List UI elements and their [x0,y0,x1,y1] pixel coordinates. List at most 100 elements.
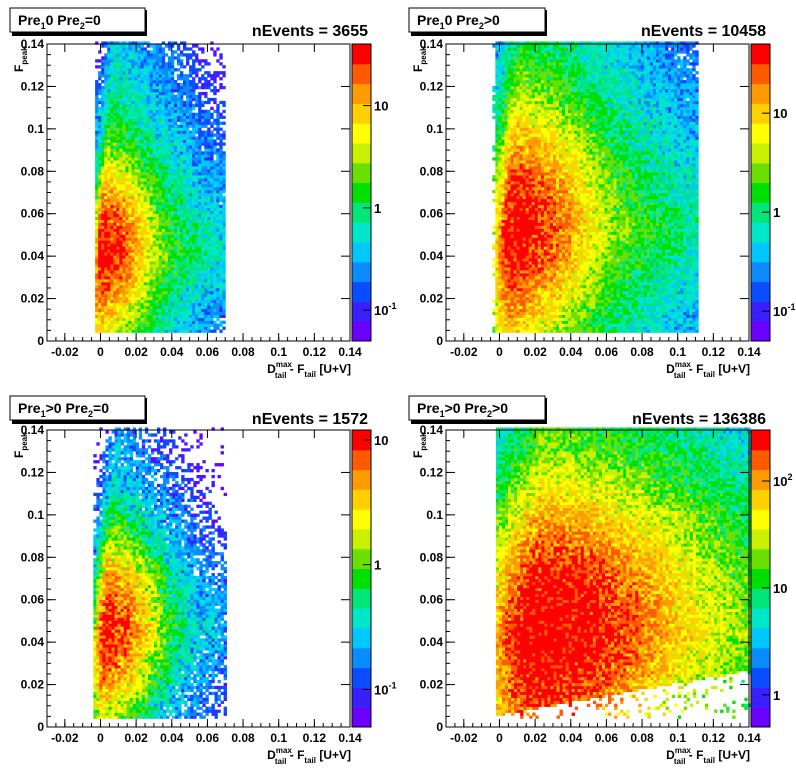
heatmap-cell [95,225,99,229]
heatmap-cell [140,83,144,87]
heatmap-cell [98,252,102,256]
heatmap-cell [128,142,132,146]
heatmap-cell [146,100,150,105]
heatmap-cell [176,106,181,111]
heatmap-cell [149,213,153,217]
heatmap-cell [125,299,129,304]
heatmap-cell [131,186,135,191]
heatmap-cell [110,305,114,310]
heatmap-cell [179,287,184,292]
heatmap-cell [146,136,150,140]
heatmap-cell [146,264,150,268]
heatmap-cell [507,314,511,318]
heatmap-cell [222,252,226,256]
heatmap-cell [155,279,160,283]
heatmap-cell [98,323,102,327]
heatmap-cell [119,305,123,310]
heatmap-cell [152,270,157,274]
heatmap-cell [152,112,157,116]
heatmap-cells [95,41,226,333]
heatmap-cell [519,213,523,217]
heatmap-cell [167,255,172,259]
heatmap-cell [170,299,175,304]
heatmap-cell [195,255,199,259]
heatmap-cell [125,103,129,108]
heatmap-cell [116,133,120,137]
heatmap-cell [122,88,126,93]
heatmap-cell [164,115,169,119]
heatmap-cell [128,282,132,286]
heatmap-cell [204,261,208,265]
heatmap-cell [101,59,105,63]
heatmap-cell [137,157,141,161]
heatmap-cell [519,276,523,280]
heatmap-cell [161,293,166,298]
heatmap-cell [192,106,196,111]
heatmap-cell [98,255,102,259]
heatmap-cell [495,293,499,298]
heatmap-cell [204,175,208,179]
heatmap-cell [213,213,217,217]
heatmap-cell [204,282,208,286]
heatmap-cell [158,186,163,191]
heatmap-cell [164,216,169,220]
heatmap-cell [501,65,505,69]
heatmap-cell [219,296,223,301]
heatmap-cell [176,195,181,200]
heatmap-cell [213,86,217,90]
heatmap-cell [179,243,184,247]
heatmap-cell [501,169,505,173]
heatmap-cell [131,59,135,63]
heatmap-cell [173,320,178,324]
heatmap-cell [213,225,217,229]
heatmap-cell [140,124,144,128]
heatmap-cell [95,169,99,173]
heatmap-cell [179,198,184,203]
heatmap-cell [161,103,166,108]
heatmap-cell [128,130,132,134]
heatmap-cell [104,100,108,105]
heatmap-cell [507,97,511,102]
heatmap-cell [107,287,111,292]
heatmap-cell [158,109,163,114]
heatmap-cell [189,130,193,134]
heatmap-cell [504,103,508,108]
heatmap-cell [219,279,223,283]
heatmap-cell [158,169,163,173]
heatmap-cell [152,148,157,152]
heatmap-cell [182,88,187,93]
heatmap-cell [179,246,184,250]
heatmap-cell [167,124,172,128]
heatmap-cell [204,228,208,232]
heatmap-cell [189,186,193,191]
heatmap-cell [501,213,505,217]
heatmap-cell [498,118,502,122]
heatmap-cell [207,237,211,241]
heatmap-cell [158,65,163,69]
heatmap-cell [158,133,163,137]
heatmap-cell [113,195,117,200]
heatmap-cell [113,240,117,244]
heatmap-cell [495,189,499,194]
heatmap-cell [222,222,226,226]
heatmap-cell [125,130,129,134]
heatmap-cell [192,317,196,321]
heatmap-cell [107,186,111,191]
heatmap-cell [495,264,499,268]
heatmap-cell [158,53,163,57]
heatmap-cell [213,148,217,152]
heatmap-cell [510,88,514,93]
heatmap-cell [513,273,517,277]
heatmap-cell [192,44,196,48]
heatmap-cell [189,207,193,212]
heatmap-cell [219,287,223,292]
heatmap-cell [204,160,208,164]
heatmap-cell [149,228,153,232]
heatmap-cell [216,186,220,191]
heatmap-cell [116,246,120,250]
heatmap-cell [198,207,202,212]
heatmap-cell [146,204,150,209]
heatmap-cell [186,207,190,212]
heatmap-cell [152,192,157,197]
heatmap-cell [149,293,153,298]
